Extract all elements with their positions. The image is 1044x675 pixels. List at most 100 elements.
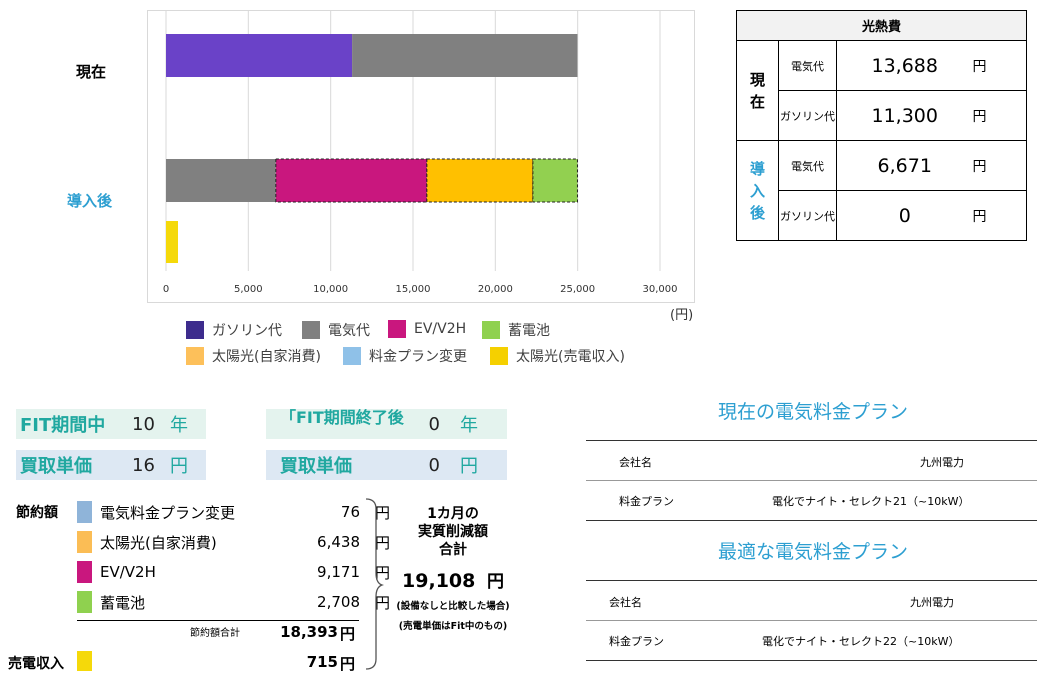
monthly-note-1: (設備なしと比較した場合): [396, 601, 510, 612]
savings-row: 電気料金プラン変更 76 円: [77, 497, 390, 527]
legend-swatch: [302, 321, 320, 339]
bar-segment: [532, 158, 578, 203]
monthly-title-line1: 1カ月の: [427, 506, 479, 522]
bar-segment: [275, 158, 428, 203]
legend-label: ガソリン代: [212, 323, 282, 339]
legend-item: 太陽光(売電収入): [490, 346, 625, 366]
after-purchase-price-unit: 円: [460, 456, 478, 477]
sell-income-swatch: [77, 651, 92, 671]
legend-item: EV/V2H: [388, 320, 466, 338]
x-axis-unit: (円): [670, 308, 694, 323]
savings-name: 電気料金プラン変更: [100, 503, 236, 522]
fit-after-box: 「FIT期間終了後 0 年: [266, 409, 507, 439]
legend-label: 蓄電池: [508, 323, 550, 339]
x-tick-label: 20,000: [478, 284, 513, 295]
fit-after-unit: 年: [460, 415, 478, 436]
row-label-current: 現在: [76, 63, 107, 81]
monthly-title-line3: 合計: [439, 542, 467, 558]
cost-value: 13,688: [836, 40, 973, 91]
savings-value: 2,708: [317, 593, 360, 611]
legend-label: 電気代: [328, 323, 370, 339]
cost-item-label: 電気代: [778, 40, 837, 91]
savings-unit: 円: [374, 503, 390, 522]
fit-after-label: 「FIT期間終了後: [280, 409, 404, 427]
plan-divider: [586, 520, 1037, 521]
savings-value: 9,171: [317, 563, 360, 581]
cost-unit: 円: [972, 190, 1027, 241]
legend-item: 蓄電池: [482, 320, 550, 340]
group-label-after: 導入後: [736, 140, 779, 241]
x-tick-label: 5,000: [234, 284, 263, 295]
current-plan-label: 料金プラン: [619, 495, 674, 508]
savings-swatch: [77, 501, 92, 523]
savings-divider: [77, 620, 359, 621]
cost-table-title: 光熱費: [736, 10, 1027, 41]
legend-label: 料金プラン変更: [369, 349, 467, 365]
cost-item-label: ガソリン代: [778, 90, 837, 141]
fit-period-box: FIT期間中 10 年: [16, 409, 206, 439]
fit-period-label: FIT期間中: [20, 415, 106, 436]
x-tick-label: 10,000: [313, 284, 348, 295]
savings-swatch: [77, 531, 92, 553]
bar-segment: [166, 159, 276, 202]
legend-swatch: [186, 321, 204, 339]
monthly-total-value: 19,108: [402, 570, 476, 592]
plan-divider: [586, 440, 1037, 441]
savings-row: 蓄電池 2,708 円: [77, 587, 390, 617]
savings-swatch: [77, 561, 92, 583]
monthly-total-unit: 円: [486, 572, 504, 592]
row-label-after: 導入後: [67, 192, 113, 210]
cost-item-label: 電気代: [778, 140, 837, 191]
legend-label: 太陽光(自家消費): [212, 349, 321, 365]
current-plan-title: 現在の電気料金プラン: [717, 401, 908, 423]
current-company-value: 九州電力: [920, 456, 964, 469]
current-plan-value: 電化でナイト・セレクト21（~10kW）: [772, 495, 970, 508]
cost-value: 6,671: [836, 140, 973, 191]
optimal-plan-label: 料金プラン: [609, 635, 664, 648]
brace-icon: [365, 498, 384, 670]
x-tick-label: 25,000: [560, 284, 595, 295]
monthly-total: 19,108 円: [388, 567, 518, 592]
savings-total-unit: 円: [340, 625, 356, 643]
fit-after-value: 0: [428, 413, 440, 435]
savings-swatch: [77, 591, 92, 613]
cost-unit: 円: [972, 140, 1027, 191]
utility-cost-table: 光熱費 現在 電気代 13,688 円 ガソリン代 11,300 円 導入後 電…: [736, 10, 1027, 241]
legend-swatch: [490, 347, 508, 365]
purchase-price-label: 買取単価: [20, 456, 92, 477]
chart-area: 0 5,000 10,000 15,000 20,000 25,000 30,000: [147, 10, 695, 303]
after-purchase-price-box: 買取単価 0 円: [266, 450, 507, 480]
after-purchase-price-value: 0: [428, 454, 440, 476]
monthly-note-2: (売電単価はFit中のもの): [398, 621, 508, 632]
sell-income-unit: 円: [340, 655, 356, 673]
bar-segment: [166, 34, 353, 77]
optimal-plan-title: 最適な電気料金プラン: [717, 541, 908, 563]
savings-total-label: 節約額合計: [190, 628, 240, 639]
savings-unit: 円: [374, 563, 390, 582]
x-tick-label: 15,000: [396, 284, 431, 295]
savings-total-value: 18,393: [280, 623, 338, 641]
savings-row: EV/V2H 9,171 円: [77, 557, 390, 587]
group-label-current: 現在: [736, 40, 779, 141]
savings-unit: 円: [374, 593, 390, 612]
legend-swatch: [388, 320, 406, 338]
bar-segment: [352, 34, 578, 77]
bar-segment: [166, 221, 178, 263]
savings-name: 蓄電池: [100, 593, 146, 612]
plan-divider: [586, 620, 1037, 621]
savings-value: 6,438: [317, 533, 360, 551]
purchase-price-value: 16: [132, 454, 155, 476]
legend-swatch: [482, 321, 500, 339]
x-tick-label: 0: [163, 284, 169, 295]
legend-item: ガソリン代: [186, 320, 282, 340]
legend-item: 料金プラン変更: [343, 346, 467, 366]
cost-unit: 円: [972, 90, 1027, 141]
legend-swatch: [343, 347, 361, 365]
sell-income-label: 売電収入: [8, 656, 64, 672]
monthly-title-line2: 実質削減額: [418, 524, 488, 540]
plan-divider: [586, 480, 1037, 481]
purchase-price-unit: 円: [170, 456, 188, 477]
savings-name: EV/V2H: [100, 563, 156, 581]
optimal-company-label: 会社名: [609, 596, 642, 609]
plan-divider: [586, 580, 1037, 581]
